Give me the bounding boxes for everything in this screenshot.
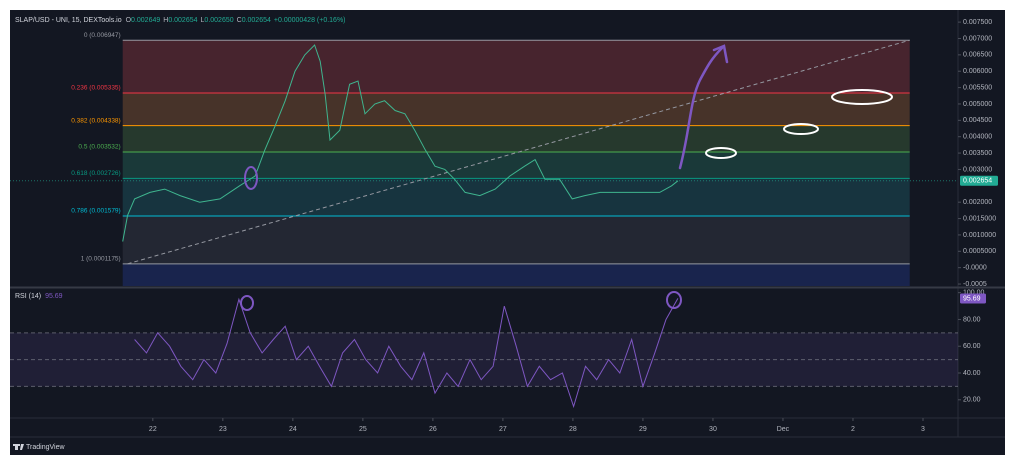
y-tick-label: 0.007000	[963, 35, 992, 42]
main-layer	[10, 21, 961, 421]
x-tick-label: Dec	[777, 426, 790, 433]
x-tick-label: 22	[149, 426, 157, 433]
drawn-circle	[244, 166, 258, 190]
y-tick-label: 0.004500	[963, 117, 992, 124]
x-tick-label: 29	[639, 426, 647, 433]
y-tick-label: 0.004000	[963, 134, 992, 141]
y-tick-label: 0.003500	[963, 150, 992, 157]
logo-mark	[13, 444, 24, 450]
rsi-value-tag-label: 95.69	[963, 295, 981, 302]
y-tick-label: 100.00	[963, 290, 985, 297]
drawn-arrow	[678, 46, 724, 170]
hand-drawings	[240, 44, 893, 311]
fib-band	[122, 152, 910, 179]
fib-label: 0.5 (0.003532)	[78, 144, 120, 151]
x-tick-label: 3	[921, 426, 925, 433]
price-line	[122, 44, 679, 242]
x-tick-label: 24	[289, 426, 297, 433]
drawn-circle	[240, 295, 254, 311]
ohlc-value: 0.002654	[168, 17, 197, 24]
ohlc-name: L	[201, 17, 205, 24]
y-tick-label: 0.006500	[963, 52, 992, 59]
y-tick-label: 0.005000	[963, 101, 992, 108]
fib-band	[122, 215, 910, 264]
x-tick-label: 30	[709, 426, 717, 433]
rsi-band	[10, 332, 958, 387]
y-tick-label: 20.00	[963, 397, 981, 404]
y-tick-label: 40.00	[963, 370, 981, 377]
x-tick-label: 27	[499, 426, 507, 433]
x-tick-label: 2	[851, 426, 855, 433]
chart-title: SLAP/USD - UNI, 15, DEXTools.io	[15, 17, 122, 24]
rsi-value-tag	[960, 293, 986, 304]
rsi-value: 95.69	[45, 293, 63, 300]
last-price-tag	[960, 175, 998, 186]
ohlc-value: 0.002654	[242, 17, 271, 24]
drawn-circle	[705, 147, 737, 159]
y-tick-label: 60.00	[963, 343, 981, 350]
y-tick-label: 0.005500	[963, 84, 992, 91]
background-layer	[10, 39, 958, 387]
fib-label: 0.382 (0.004338)	[71, 117, 121, 124]
ohlc-name: H	[163, 17, 168, 24]
price-change: +0.00000428 (+0.16%)	[274, 17, 346, 24]
y-tick-label: 0.0005000	[963, 248, 996, 255]
fib-band	[122, 125, 910, 153]
x-tick-label: 26	[429, 426, 437, 433]
fib-label: 0.236 (0.005335)	[71, 85, 121, 92]
y-tick-label: 0.0010000	[963, 232, 996, 239]
drawn-circle	[783, 123, 819, 135]
ohlc-value: 0.002650	[204, 17, 233, 24]
y-tick-label: 0.002000	[963, 199, 992, 206]
fib-band	[122, 263, 910, 286]
fib-band	[122, 40, 910, 93]
fib-label: 1 (0.0001175)	[81, 256, 121, 263]
x-tick-label: 28	[569, 426, 577, 433]
brand-logo: TradingView	[13, 444, 65, 451]
drawn-circle	[831, 89, 893, 105]
trend-line	[127, 39, 910, 265]
y-tick-label: -0.0000	[963, 265, 987, 272]
y-tick-label: 0.003000	[963, 166, 992, 173]
y-tick-label: 0.006000	[963, 68, 992, 75]
x-tick-label: 25	[359, 426, 367, 433]
rsi-line	[134, 297, 679, 409]
y-tick-label: -0.0005	[963, 281, 987, 288]
y-tick-label: 0.007500	[963, 19, 992, 26]
text-layer: 0 (0.006947) 0.236 (0.005335) 0.382 (0.004…	[15, 17, 998, 433]
fib-label: 0.786 (0.001579)	[71, 208, 121, 215]
x-tick-label: 23	[219, 426, 227, 433]
ohlc-name: C	[237, 17, 242, 24]
fib-label: 0 (0.006947)	[84, 32, 121, 39]
brand-name: TradingView	[26, 444, 65, 451]
drawn-arrowhead	[712, 44, 729, 64]
fib-band	[122, 92, 910, 126]
fib-label: 0.618 (0.002726)	[71, 170, 121, 177]
ohlc-value: 0.002649	[131, 17, 160, 24]
y-tick-label: 80.00	[963, 316, 981, 323]
rsi-title: RSI (14)	[15, 293, 41, 300]
y-tick-label: 0.0015000	[963, 215, 996, 222]
ohlc-name: O	[126, 17, 132, 24]
drawn-circle	[666, 291, 682, 309]
last-price-label: 0.002654	[963, 178, 992, 185]
fib-band	[122, 178, 910, 216]
